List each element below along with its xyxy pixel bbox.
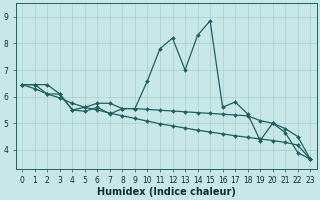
X-axis label: Humidex (Indice chaleur): Humidex (Indice chaleur) <box>97 187 236 197</box>
